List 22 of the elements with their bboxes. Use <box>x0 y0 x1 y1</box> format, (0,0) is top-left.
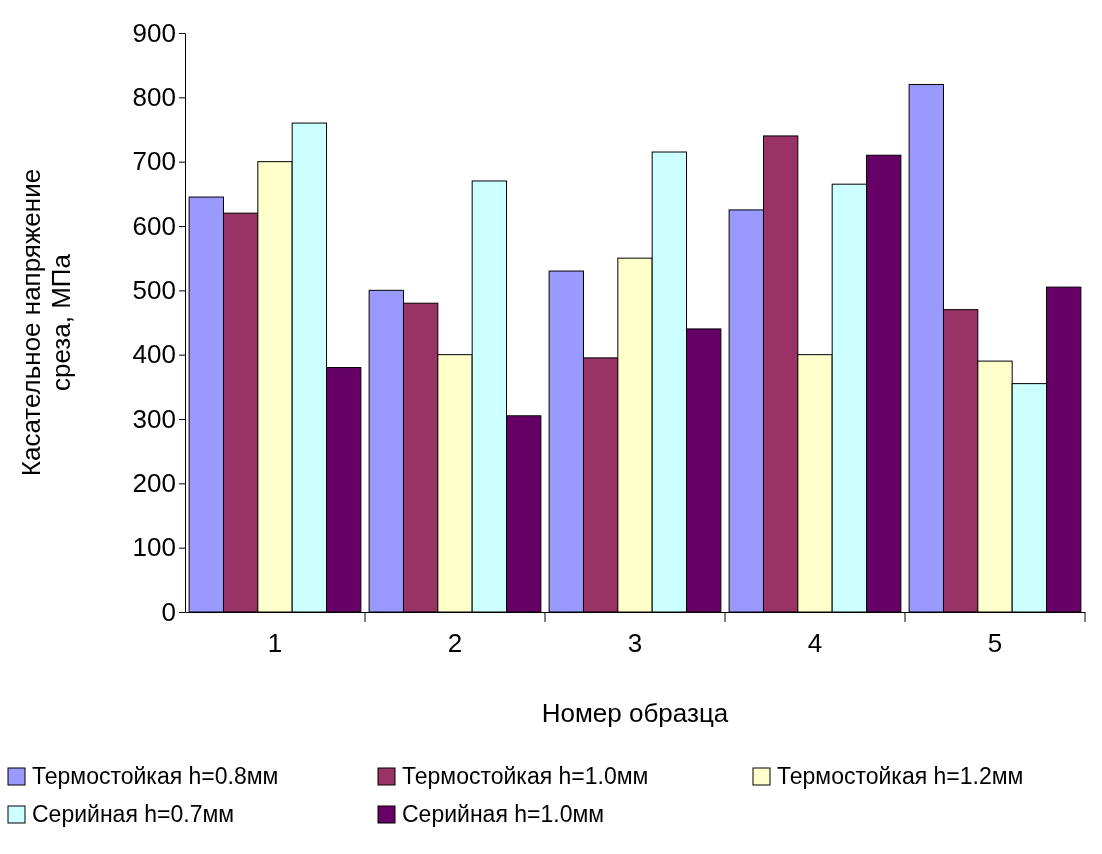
x-axis-title: Номер образца <box>541 698 729 728</box>
legend-label: Серийная h=0.7мм <box>32 801 235 827</box>
y-tick-label: 100 <box>132 532 176 563</box>
y-tick-label: 200 <box>132 468 176 499</box>
legend-label: Серийная h=1.0мм <box>402 801 605 827</box>
y-tick-label: 600 <box>132 210 176 241</box>
legend-label: Термостойкая h=1.2мм <box>777 763 1024 789</box>
y-tick-label: 900 <box>132 17 176 48</box>
x-tick-label: 5 <box>987 628 1003 659</box>
x-tick-label: 2 <box>447 628 463 659</box>
x-tick-label: 4 <box>807 628 823 659</box>
y-tick-label: 500 <box>132 275 176 306</box>
y-axis-title: Касательное напряжение среза, МПа <box>16 168 76 477</box>
legend-label: Термостойкая h=1.0мм <box>402 763 649 789</box>
y-tick-label: 700 <box>132 146 176 177</box>
legend-label: Термостойкая h=0.8мм <box>32 763 279 789</box>
y-tick-label: 300 <box>132 403 176 434</box>
x-tick-label: 1 <box>267 628 283 659</box>
y-tick-label: 0 <box>161 596 176 627</box>
x-tick-label: 3 <box>627 628 643 659</box>
y-tick-label: 800 <box>132 82 176 113</box>
y-tick-label: 400 <box>132 339 176 370</box>
